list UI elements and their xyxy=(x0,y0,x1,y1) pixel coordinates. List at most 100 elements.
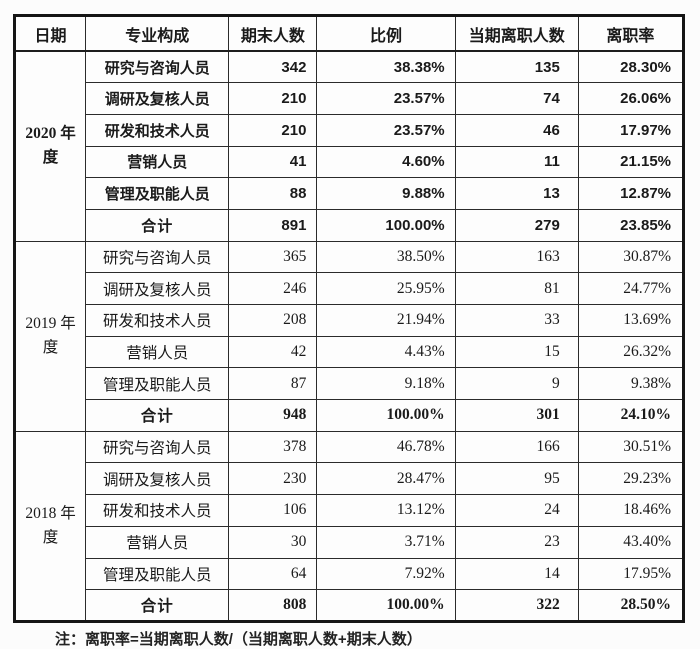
cell-rate: 24.10% xyxy=(577,399,685,432)
cell-category: 合计 xyxy=(85,399,230,432)
cell-departures: 9 xyxy=(454,367,579,401)
cell-rate: 17.95% xyxy=(577,557,685,591)
cell-ratio: 23.57% xyxy=(316,82,456,115)
cell-rate: 26.06% xyxy=(577,82,685,115)
table-row: 营销人员 41 4.60% 11 21.15% xyxy=(15,145,685,179)
cell-ratio: 100.00% xyxy=(316,208,456,242)
table-row: 2020 年 度 研究与咨询人员 342 38.38% 135 28.30% xyxy=(13,50,685,242)
cell-departures: 14 xyxy=(454,557,579,591)
cell-headcount: 30 xyxy=(228,525,318,559)
cell-ratio: 4.60% xyxy=(316,145,456,179)
attrition-table: 日期 专业构成 期末人数 比例 当期离职人数 离职率 2020 年 度 研究与咨… xyxy=(13,14,685,623)
cell-rate: 43.40% xyxy=(577,525,685,559)
cell-departures: 81 xyxy=(454,272,579,305)
cell-headcount: 106 xyxy=(228,494,318,527)
cell-rate: 29.23% xyxy=(577,462,685,496)
table-row: 2019 年 度 研究与咨询人员 365 38.50% 163 30.87% xyxy=(13,240,685,432)
cell-departures: 95 xyxy=(454,462,579,496)
cell-departures: 135 xyxy=(454,50,579,84)
column-header-date: 日期 xyxy=(13,15,87,52)
cell-rate: 12.87% xyxy=(577,177,685,210)
cell-headcount: 42 xyxy=(228,335,318,369)
cell-departures: 322 xyxy=(454,589,579,622)
cell-ratio: 7.92% xyxy=(316,557,456,591)
cell-departures: 24 xyxy=(454,494,579,527)
cell-category: 研发和技术人员 xyxy=(85,304,230,337)
cell-rate: 28.30% xyxy=(577,50,685,84)
cell-ratio: 46.78% xyxy=(316,430,456,464)
cell-rate: 24.77% xyxy=(577,272,685,305)
cell-departures: 23 xyxy=(454,525,579,559)
table-header-row: 日期 专业构成 期末人数 比例 当期离职人数 离职率 xyxy=(13,15,685,52)
cell-rate: 18.46% xyxy=(577,494,685,527)
cell-rate: 30.87% xyxy=(577,240,685,274)
table-row: 研发和技术人员 210 23.57% 46 17.97% xyxy=(15,113,685,147)
cell-rate: 13.69% xyxy=(577,304,685,337)
year-label-line1: 2020 年 xyxy=(25,125,76,143)
cell-category: 研究与咨询人员 xyxy=(85,50,230,84)
cell-ratio: 23.57% xyxy=(316,113,456,147)
cell-departures: 15 xyxy=(454,335,579,369)
table-row: 研发和技术人员 208 21.94% 33 13.69% xyxy=(15,304,685,337)
cell-rate: 21.15% xyxy=(577,145,685,179)
cell-category: 营销人员 xyxy=(85,525,230,559)
cell-departures: 13 xyxy=(454,177,579,210)
table-row: 管理及职能人员 88 9.88% 13 12.87% xyxy=(15,177,685,210)
cell-headcount: 210 xyxy=(228,82,318,115)
cell-rate: 26.32% xyxy=(577,335,685,369)
cell-departures: 11 xyxy=(454,145,579,179)
table-row: 调研及复核人员 230 28.47% 95 29.23% xyxy=(15,462,685,496)
table-row-total: 合计 808 100.00% 322 28.50% xyxy=(15,589,685,622)
cell-category: 合计 xyxy=(85,208,230,242)
year-label-line1: 2018 年 xyxy=(25,504,76,522)
table-row: 管理及职能人员 87 9.18% 9 9.38% xyxy=(15,367,685,401)
cell-category: 研究与咨询人员 xyxy=(85,430,230,464)
cell-headcount: 230 xyxy=(228,462,318,496)
cell-headcount: 948 xyxy=(228,399,318,432)
cell-ratio: 4.43% xyxy=(316,335,456,369)
cell-category: 调研及复核人员 xyxy=(85,82,230,115)
cell-headcount: 64 xyxy=(228,557,318,591)
table-row: 管理及职能人员 64 7.92% 14 17.95% xyxy=(15,557,685,591)
column-header-rate: 离职率 xyxy=(577,15,685,52)
cell-category: 合计 xyxy=(85,589,230,622)
cell-ratio: 28.47% xyxy=(316,462,456,496)
cell-headcount: 246 xyxy=(228,272,318,305)
cell-ratio: 25.95% xyxy=(316,272,456,305)
column-header-ratio: 比例 xyxy=(316,15,456,52)
year-cell-2018: 2018 年 度 xyxy=(13,430,87,622)
year-label-line2: 度 xyxy=(42,149,59,167)
cell-category: 管理及职能人员 xyxy=(85,367,230,401)
cell-category: 研发和技术人员 xyxy=(85,113,230,147)
cell-headcount: 342 xyxy=(228,50,318,84)
year-cell-2019: 2019 年 度 xyxy=(13,240,87,432)
cell-headcount: 88 xyxy=(228,177,318,210)
cell-category: 研究与咨询人员 xyxy=(85,240,230,274)
cell-ratio: 3.71% xyxy=(316,525,456,559)
cell-ratio: 38.50% xyxy=(316,240,456,274)
table-row: 营销人员 42 4.43% 15 26.32% xyxy=(15,335,685,369)
column-header-headcount: 期末人数 xyxy=(228,15,318,52)
table-row-total: 合计 891 100.00% 279 23.85% xyxy=(15,208,685,242)
cell-departures: 74 xyxy=(454,82,579,115)
cell-headcount: 41 xyxy=(228,145,318,179)
cell-rate: 9.38% xyxy=(577,367,685,401)
cell-headcount: 891 xyxy=(228,208,318,242)
table-row: 调研及复核人员 210 23.57% 74 26.06% xyxy=(15,82,685,115)
cell-category: 调研及复核人员 xyxy=(85,462,230,496)
cell-category: 研发和技术人员 xyxy=(85,494,230,527)
cell-rate: 30.51% xyxy=(577,430,685,464)
cell-rate: 17.97% xyxy=(577,113,685,147)
cell-ratio: 9.88% xyxy=(316,177,456,210)
year-label-line2: 度 xyxy=(42,339,59,357)
cell-headcount: 208 xyxy=(228,304,318,337)
cell-category: 营销人员 xyxy=(85,145,230,179)
column-header-departures: 当期离职人数 xyxy=(454,15,579,52)
year-label-line2: 度 xyxy=(42,528,59,546)
cell-rate: 23.85% xyxy=(577,208,685,242)
cell-departures: 279 xyxy=(454,208,579,242)
cell-category: 调研及复核人员 xyxy=(85,272,230,305)
table-row: 营销人员 30 3.71% 23 43.40% xyxy=(15,525,685,559)
cell-headcount: 87 xyxy=(228,367,318,401)
cell-ratio: 38.38% xyxy=(316,50,456,84)
